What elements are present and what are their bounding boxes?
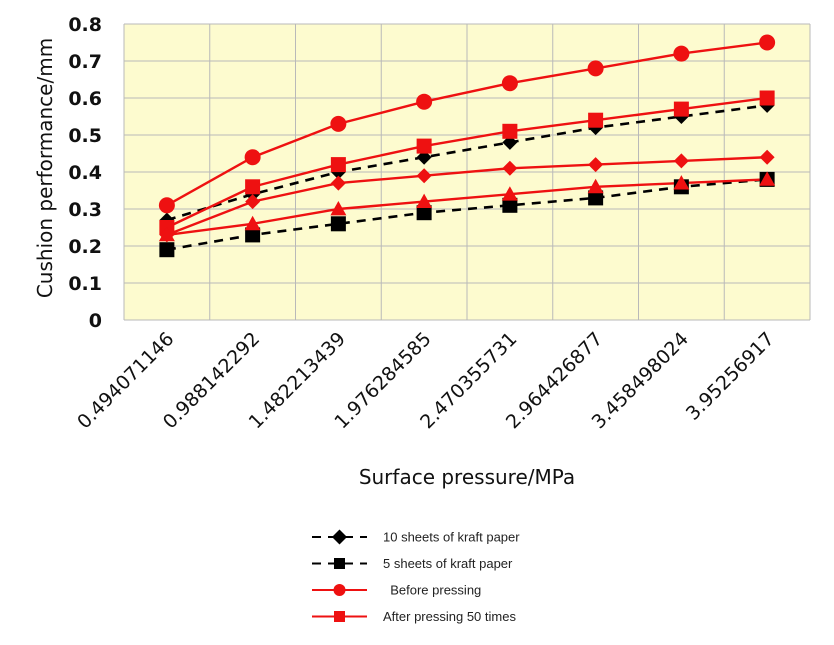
data-point-square	[588, 190, 604, 206]
y-tick-label: 0.6	[68, 88, 102, 110]
legend-label: After pressing 50 times	[383, 609, 516, 624]
legend-marker-square	[334, 558, 345, 569]
y-tick-label: 0.5	[68, 125, 102, 147]
data-point-triangle	[673, 175, 690, 190]
y-tick-label: 0.2	[68, 236, 102, 258]
y-tick-label: 0.3	[68, 199, 102, 221]
data-point-square	[673, 101, 689, 117]
grid-lines	[123, 23, 811, 321]
x-axis-ticks: 0.4940711460.9881422921.4822134391.97628…	[73, 328, 779, 433]
data-point-square	[245, 179, 261, 195]
series-line	[166, 41, 768, 207]
data-point-circle	[673, 45, 690, 62]
data-point-circle	[587, 60, 604, 77]
data-point-diamond	[245, 194, 261, 210]
data-point-diamond	[502, 160, 518, 176]
series-line	[166, 178, 768, 251]
series-lines	[166, 41, 768, 251]
y-axis-ticks: 0 0.1 0.2 0.3 0.4 0.5 0.6 0.7 0.8	[68, 14, 102, 332]
data-point-diamond	[330, 175, 346, 191]
data-point-square	[416, 138, 432, 154]
legend-label: 10 sheets of kraft paper	[383, 530, 520, 545]
y-tick-label: 0.7	[68, 51, 102, 73]
data-point-square	[588, 112, 604, 128]
y-tick-label: 0.8	[68, 14, 102, 36]
legend-label: 5 sheets of kraft paper	[383, 556, 513, 571]
data-point-circle	[158, 197, 175, 214]
data-point-circle	[759, 34, 776, 51]
data-point-square	[159, 242, 175, 258]
y-axis-label: Cushion performance/mm	[33, 38, 57, 298]
data-point-triangle	[158, 226, 175, 242]
legend-label: Before pressing	[383, 583, 481, 598]
series-line	[166, 104, 768, 222]
legend: 10 sheets of kraft paper 5 sheets of kraf…	[312, 529, 520, 624]
data-point-triangle	[244, 215, 261, 231]
data-point-diamond	[416, 168, 432, 184]
data-point-square	[330, 157, 346, 173]
data-point-triangle	[587, 178, 604, 194]
data-point-diamond	[759, 149, 775, 165]
data-point-triangle	[416, 193, 433, 208]
data-point-triangle	[330, 201, 347, 216]
data-point-square	[502, 197, 518, 213]
data-point-diamond	[588, 157, 604, 173]
data-point-triangle	[501, 186, 518, 201]
x-tick-label: 3.95256917	[682, 328, 779, 425]
legend-marker-square	[334, 611, 345, 622]
series-line	[166, 156, 768, 237]
legend-marker-diamond	[332, 529, 347, 545]
data-point-diamond	[673, 153, 689, 169]
data-point-circle	[244, 149, 261, 166]
data-point-circle	[330, 115, 347, 132]
data-point-circle	[416, 93, 433, 110]
y-tick-label: 0	[89, 310, 102, 332]
data-point-square	[416, 205, 432, 221]
data-point-square	[330, 216, 346, 232]
series-markers	[158, 34, 776, 258]
data-point-square	[245, 227, 261, 243]
series-line	[166, 178, 768, 237]
y-tick-label: 0.4	[68, 162, 102, 184]
data-point-square	[759, 90, 775, 106]
legend-marker-circle	[333, 584, 346, 596]
data-point-circle	[501, 75, 518, 92]
series-line	[166, 96, 768, 229]
y-tick-label: 0.1	[68, 273, 102, 295]
data-point-square	[502, 123, 518, 139]
x-axis-label: Surface pressure/MPa	[359, 465, 575, 489]
data-point-triangle	[759, 171, 776, 186]
